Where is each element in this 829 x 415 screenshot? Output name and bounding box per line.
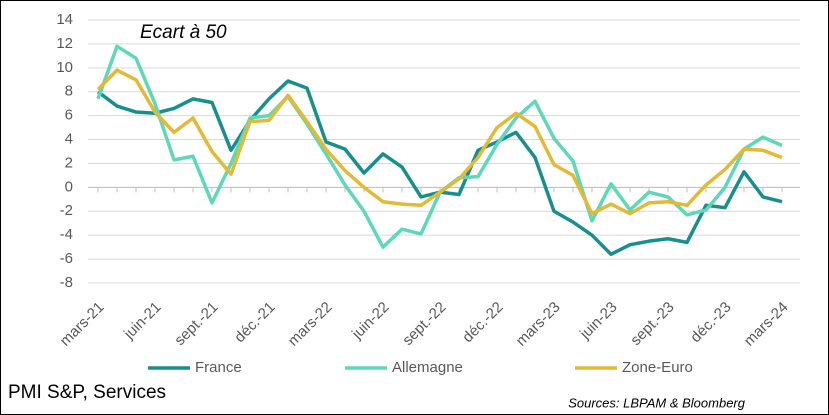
y-tick-label: -4 xyxy=(60,226,73,243)
y-tick-label: 14 xyxy=(56,11,73,28)
chart-title: PMI S&P, Services xyxy=(8,382,166,403)
legend-label: Allemagne xyxy=(392,359,463,376)
y-tick-label: 2 xyxy=(65,154,73,171)
series-line xyxy=(96,68,783,216)
y-tick-label: 4 xyxy=(65,131,73,148)
source: Sources: LBPAM & Bloomberg xyxy=(568,395,746,410)
annotation: Ecart à 50 xyxy=(140,22,227,43)
legend-label: Zone-Euro xyxy=(622,359,693,376)
y-tick-label: -2 xyxy=(60,202,73,219)
y-tick-label: -8 xyxy=(60,274,73,291)
y-tick-label: -6 xyxy=(60,250,73,267)
legend-label: France xyxy=(195,359,242,376)
y-tick-label: 6 xyxy=(65,107,73,124)
y-tick-label: 8 xyxy=(65,83,73,100)
y-tick-label: 12 xyxy=(56,35,73,52)
y-tick-label: 10 xyxy=(56,59,73,76)
y-tick-label: 0 xyxy=(65,178,73,195)
